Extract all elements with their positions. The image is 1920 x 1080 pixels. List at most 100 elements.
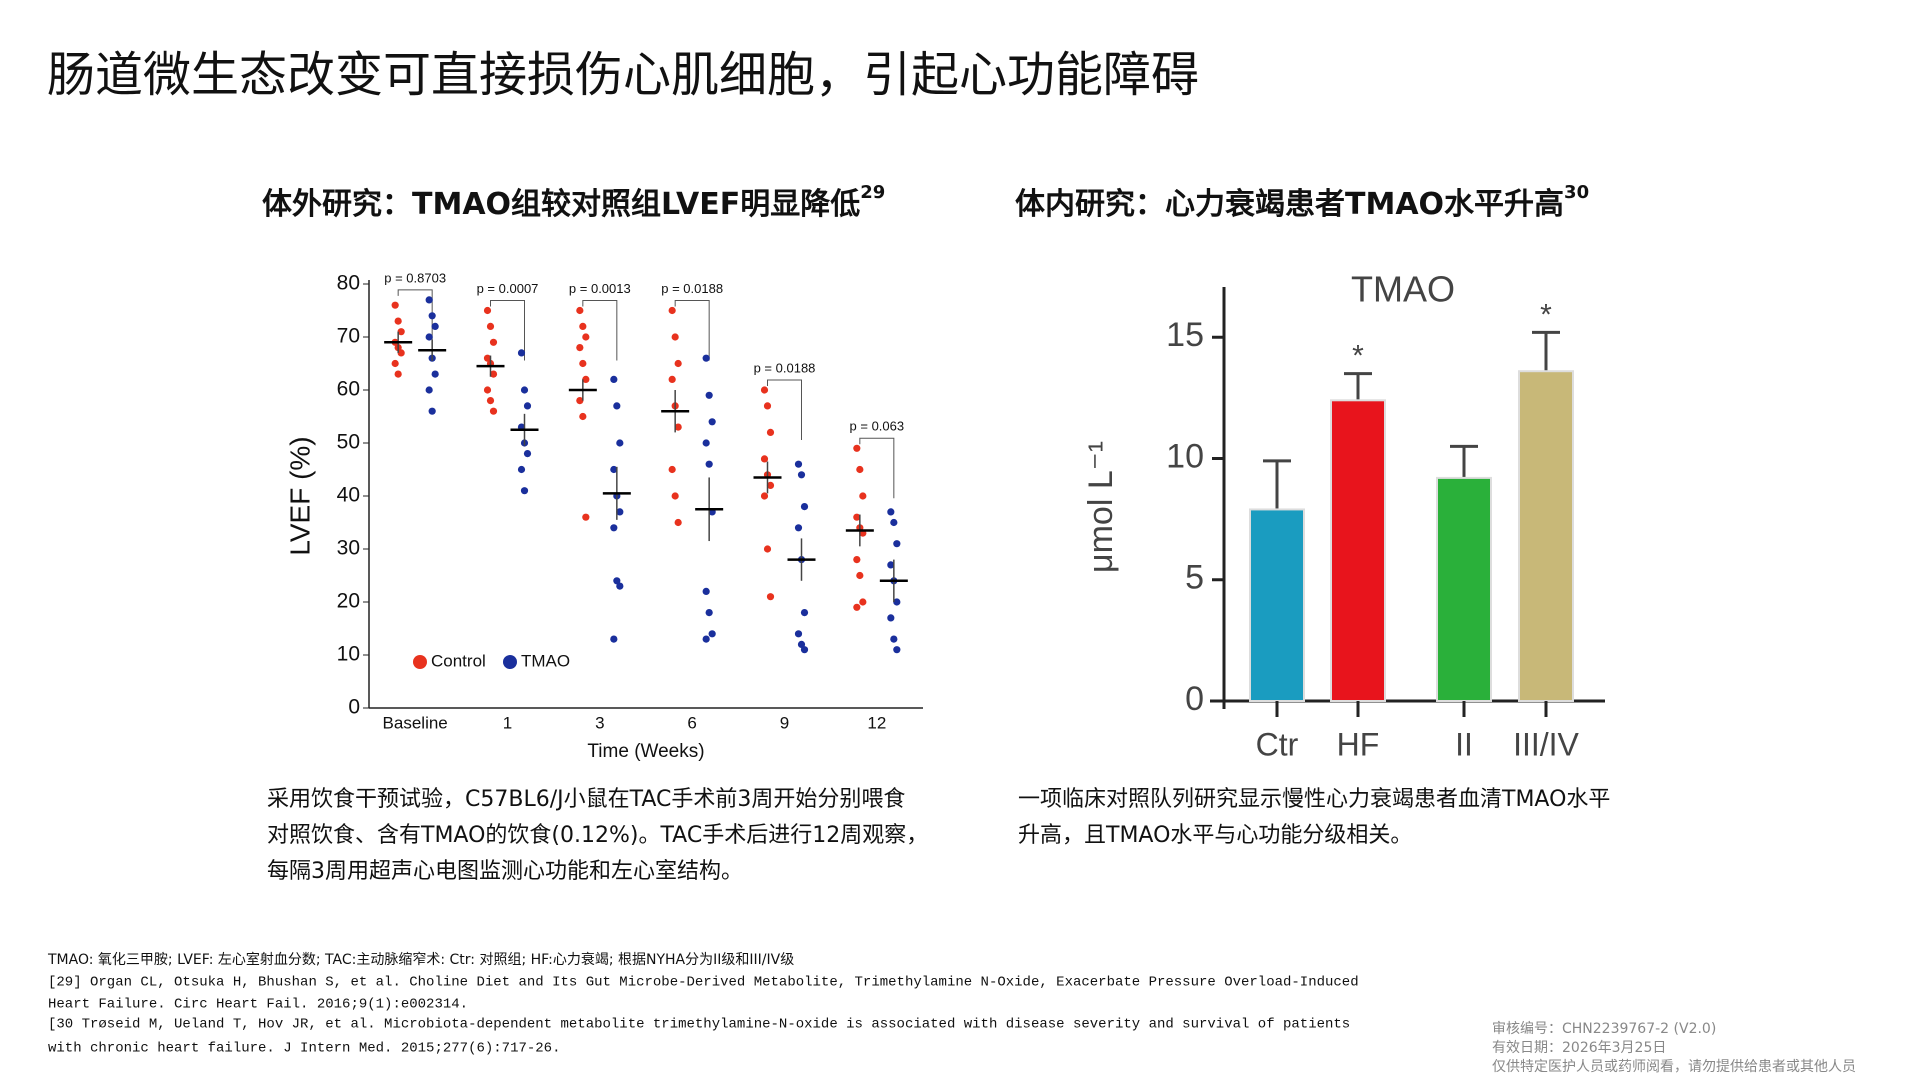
data-point (893, 540, 901, 548)
data-point (483, 354, 492, 362)
data-point (579, 412, 587, 421)
data-point (766, 481, 775, 489)
data-point (428, 312, 436, 320)
data-point (431, 322, 439, 330)
p-value: p = 0.0007 (477, 281, 539, 296)
data-point (674, 359, 682, 368)
data-point (486, 397, 495, 405)
y-axis-label: μmol L⁻¹ (1082, 441, 1120, 573)
data-point (616, 439, 624, 447)
data-point (517, 349, 526, 357)
left-heading: 体外研究：TMAO组较对照组LVEF明显降低29 (262, 182, 885, 222)
y-tick-label: 0 (348, 696, 360, 719)
data-point (394, 370, 402, 378)
p-bracket (674, 300, 710, 361)
data-point (391, 301, 399, 309)
data-point (800, 646, 809, 654)
y-tick-label: 70 (337, 325, 360, 348)
data-point (887, 614, 895, 622)
data-point (760, 492, 769, 500)
bar (1518, 370, 1574, 702)
data-point (760, 386, 769, 394)
description-line: 一项临床对照队列研究显示慢性心力衰竭患者血清TMAO水平 (1018, 787, 1610, 812)
bar (1330, 399, 1386, 702)
data-point (705, 609, 713, 617)
data-point (613, 402, 621, 410)
data-point (431, 370, 439, 378)
data-point (859, 492, 867, 500)
legend-marker (413, 655, 427, 669)
data-point (668, 375, 676, 383)
data-point (766, 593, 775, 601)
data-point (391, 359, 399, 368)
x-tick-label: III/IV (1513, 726, 1579, 762)
approval-line: 仅供特定医护人员或药师阅看，请勿提供给患者或其他人员 (1492, 1059, 1856, 1075)
data-point (425, 296, 433, 304)
data-point (674, 518, 682, 527)
data-point (760, 455, 769, 463)
footnote: Heart Failure. Circ Heart Fail. 2016;9(1… (48, 997, 468, 1013)
y-tick-label: 50 (337, 431, 360, 454)
data-point (610, 465, 618, 474)
footnote: [29] Organ CL, Otsuka H, Bhushan S, et a… (48, 975, 1359, 991)
significance-marker: * (1540, 298, 1552, 331)
data-point (579, 322, 587, 330)
y-tick-label: 80 (337, 272, 360, 295)
x-tick-label: 12 (867, 713, 886, 732)
bar (1249, 508, 1305, 702)
data-point (523, 402, 532, 410)
data-point (489, 370, 498, 378)
bar (1436, 476, 1492, 702)
y-tick-label: 60 (337, 378, 360, 401)
data-point (582, 375, 590, 383)
data-point (520, 386, 529, 394)
data-point (797, 471, 806, 479)
y-tick-label: 30 (337, 537, 360, 560)
y-tick-label: 10 (1166, 437, 1204, 475)
data-point (708, 418, 716, 426)
data-point (794, 524, 803, 532)
p-bracket (859, 437, 895, 499)
x-tick-label: 3 (595, 713, 604, 732)
data-point (890, 635, 898, 643)
data-point (582, 333, 590, 341)
x-tick-label: Baseline (383, 713, 448, 732)
legend-label: TMAO (521, 651, 570, 670)
data-point (582, 513, 590, 521)
p-value: p = 0.0188 (661, 281, 723, 296)
data-point (425, 333, 433, 341)
description-line: 每隔3周用超声心电图监测心功能和左心室结构。 (267, 859, 743, 884)
data-point (853, 603, 861, 611)
data-point (794, 630, 803, 638)
y-tick-label: 0 (1185, 680, 1204, 718)
p-bracket (397, 289, 433, 350)
data-point (708, 630, 716, 638)
data-point (668, 465, 676, 474)
data-point (616, 582, 624, 590)
data-point (702, 354, 710, 362)
y-axis-label: LVEF (%) (284, 436, 315, 555)
data-point (616, 508, 624, 516)
data-point (576, 344, 584, 352)
data-point (517, 465, 526, 474)
heading-text: 体内研究：心力衰竭患者TMAO水平升高 (1015, 187, 1564, 222)
x-tick-label: HF (1337, 726, 1380, 762)
data-point (853, 513, 861, 521)
data-point (797, 640, 806, 649)
legend-marker (503, 655, 517, 669)
data-point (668, 306, 676, 315)
data-point (887, 561, 895, 569)
y-tick-label: 40 (337, 484, 360, 507)
data-point (483, 306, 492, 315)
data-point (853, 444, 861, 452)
p-bracket (767, 379, 802, 440)
footnote: with chronic heart failure. J Intern Med… (48, 1041, 560, 1057)
data-point (705, 391, 713, 399)
data-point (794, 460, 803, 468)
p-bracket (582, 300, 618, 361)
data-point (705, 460, 713, 468)
data-point (800, 609, 809, 617)
data-point (702, 587, 710, 596)
